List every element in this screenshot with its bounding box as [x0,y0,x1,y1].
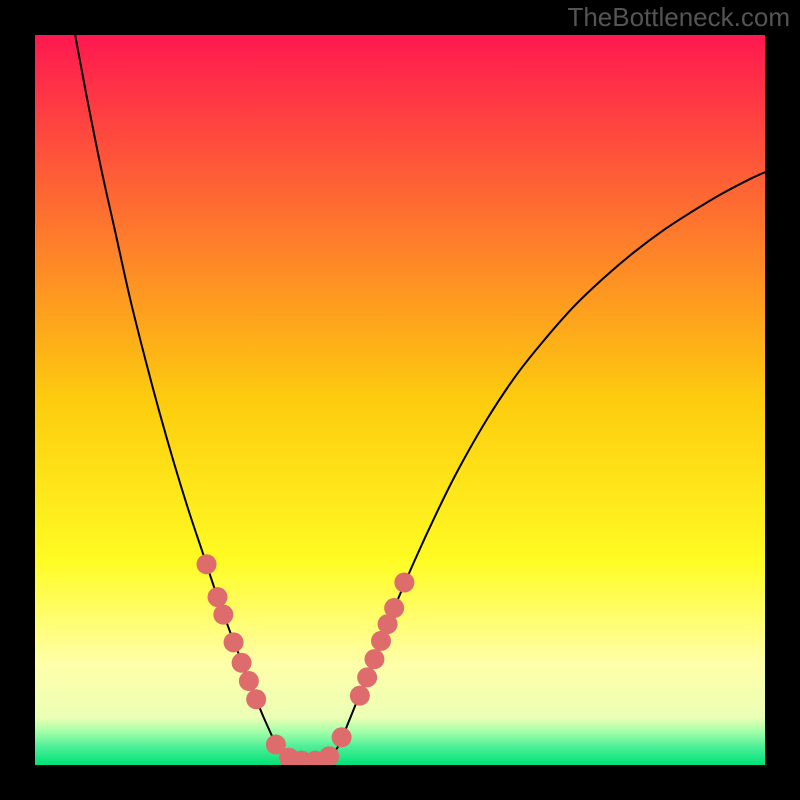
plot-area [35,35,765,765]
data-marker [224,632,244,652]
data-marker [213,605,233,625]
data-marker [364,649,384,669]
data-marker [384,598,404,618]
plot-background [35,35,765,765]
data-marker [208,587,228,607]
watermark-text: TheBottleneck.com [567,2,790,33]
data-marker [239,671,259,691]
stage: TheBottleneck.com [0,0,800,800]
data-marker [350,686,370,706]
plot-svg [35,35,765,765]
data-marker [246,689,266,709]
data-marker [357,667,377,687]
data-marker [232,653,252,673]
data-marker [394,573,414,593]
data-marker [197,554,217,574]
data-marker [332,727,352,747]
